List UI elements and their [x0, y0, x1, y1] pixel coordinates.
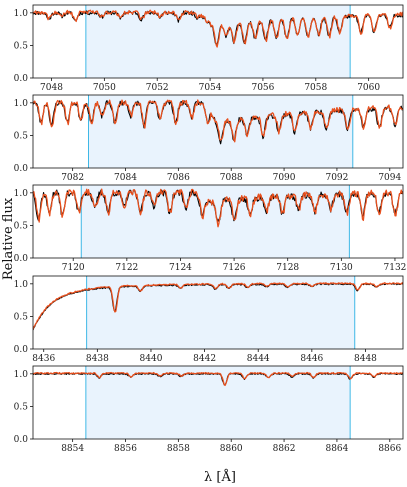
panel-stack: 7048 7050 7052 7054 7056 7058 70600.00.51.0708…: [14, 4, 407, 454]
model-spectrum-line: [33, 9, 403, 48]
x-tick-label: 7050: [93, 83, 116, 93]
spectrum-panel-5: 8854 8856 8858 8860 8862 8864 8866 0.0 0.5 1.0: [14, 365, 404, 454]
axes-frame: [32, 184, 404, 259]
y-tick-label: 0.5: [14, 312, 29, 322]
y-tick-label: 1.0: [14, 9, 29, 19]
x-tick-label: 7060: [357, 83, 380, 93]
y-tick-label: 0.0: [14, 74, 29, 84]
x-tick-label: 8440: [140, 354, 163, 364]
x-tick-label: 7132: [384, 263, 407, 273]
x-tick-label: 8856: [114, 444, 137, 454]
x-tick-label: 7088: [220, 173, 243, 183]
observed-spectrum-line: [33, 189, 403, 222]
axes-frame: [32, 94, 404, 169]
y-tick-label: 0.0: [14, 435, 29, 445]
y-tick-label: 1.0: [14, 280, 29, 290]
x-tick-label: 8446: [300, 354, 323, 364]
y-tick-label: 1.0: [14, 370, 29, 380]
y-tick-label: 0.0: [14, 254, 29, 264]
x-tick-label: 7052: [146, 83, 169, 93]
x-tick-label: 7092: [325, 173, 348, 183]
y-tick-label: 1.0: [14, 189, 29, 199]
x-tick-label: 7048: [40, 83, 63, 93]
x-tick-label: 7094: [378, 173, 401, 183]
x-tick-label: 8448: [354, 354, 377, 364]
spectrum-panel-3: 7120 7122 7124 7126 7128 7130 7132 0.0 0.5 1.0: [14, 184, 407, 273]
x-tick-label: 8858: [167, 444, 190, 454]
highlight-band: [86, 276, 355, 349]
x-tick-label: 8436: [32, 354, 55, 364]
spectrum-panel-2: 7082 7084 7086 7088 7090 7092 7094 0.0 0.5 1.0: [14, 94, 404, 183]
y-tick-label: 0.0: [14, 164, 29, 174]
x-tick-label: 7084: [114, 173, 137, 183]
x-tick-label: 7122: [115, 263, 138, 273]
x-tick-label: 8442: [193, 354, 216, 364]
x-tick-label: 7054: [199, 83, 222, 93]
x-tick-label: 7086: [167, 173, 190, 183]
y-tick-label: 0.5: [14, 41, 29, 51]
x-tick-label: 7130: [330, 263, 353, 273]
y-tick-label: 1.0: [14, 99, 29, 109]
x-tick-label: 8444: [247, 354, 270, 364]
y-tick-label: 0.5: [14, 221, 29, 231]
x-tick-label: 7058: [304, 83, 327, 93]
x-tick-label: 7126: [223, 263, 246, 273]
y-tick-label: 0.5: [14, 402, 29, 412]
x-tick-label: 8862: [273, 444, 296, 454]
x-tick-label: 7128: [276, 263, 299, 273]
x-tick-label: 7120: [62, 263, 85, 273]
y-tick-label: 0.5: [14, 131, 29, 141]
spectrum-panel-4: 8436 8438 8440 8442 8444 8446 8448 0.0 0.5 1.0: [14, 275, 404, 364]
model-spectrum-line: [33, 188, 403, 228]
model-spectrum-line: [33, 371, 403, 387]
x-tick-label: 8438: [86, 354, 109, 364]
x-axis-label: λ [Å]: [204, 469, 236, 485]
x-tick-label: 8854: [61, 444, 84, 454]
y-axis-label: Relative flux: [1, 197, 16, 280]
axes-frame: [32, 4, 404, 79]
x-tick-label: 7082: [61, 173, 84, 183]
axes-frame: [32, 365, 404, 440]
model-spectrum-line: [33, 282, 403, 330]
axes-frame: [32, 275, 404, 350]
spectrum-panel-1: 7048 7050 7052 7054 7056 7058 7060 0.0 0.5 1.0: [14, 4, 404, 93]
model-spectrum-line: [33, 99, 403, 143]
x-tick-label: 8864: [325, 444, 348, 454]
x-tick-label: 8866: [378, 444, 401, 454]
highlight-band: [85, 366, 351, 439]
x-tick-label: 7090: [273, 173, 296, 183]
highlight-band: [88, 95, 353, 168]
x-tick-label: 8860: [220, 444, 243, 454]
x-tick-label: 7056: [251, 83, 274, 93]
x-tick-label: 7124: [169, 263, 192, 273]
y-tick-label: 0.0: [14, 345, 29, 355]
